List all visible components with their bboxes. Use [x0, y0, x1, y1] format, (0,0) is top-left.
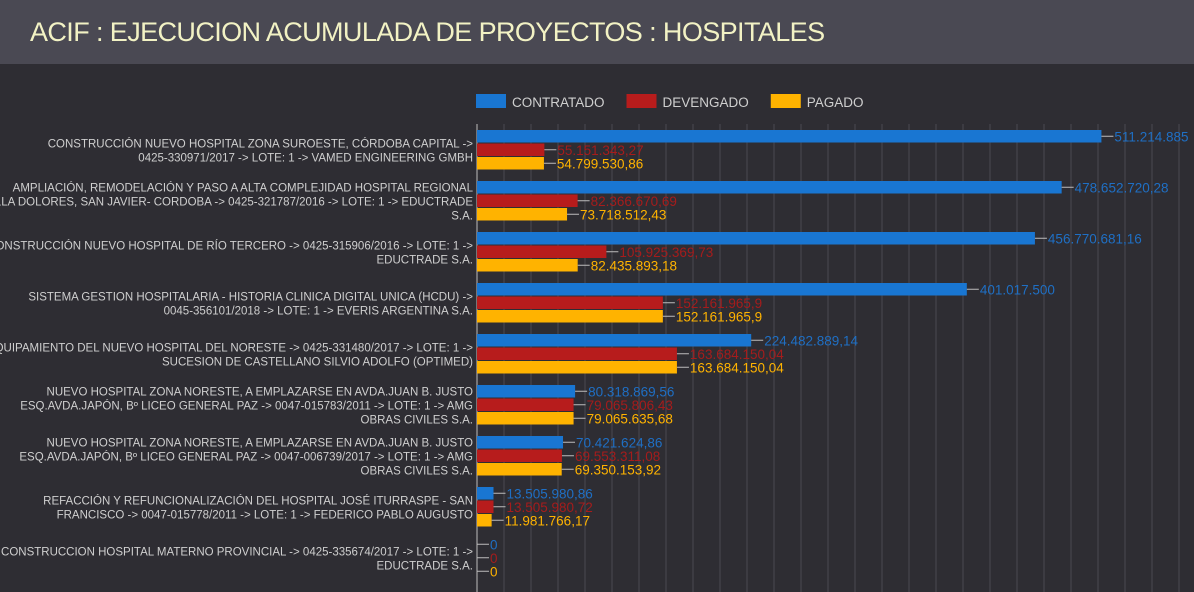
bar-pagado: [477, 208, 568, 221]
category-label: OBRAS CIVILES S.A.: [361, 414, 473, 426]
category-label: VILLA DOLORES, SAN JAVIER- CORDOBA -> 04…: [0, 196, 473, 208]
category-label: REFACCIÓN Y REFUNCIONALIZACIÓN DEL HOSPI…: [43, 494, 473, 507]
data-label: 70.421.624,86: [576, 435, 662, 450]
data-label: 80.318.869,56: [588, 384, 674, 399]
data-label: 163.684.150,04: [690, 360, 784, 375]
legend-label: DEVENGADO: [663, 95, 749, 110]
category-label: S.A.: [451, 210, 473, 222]
bar-devengado: [477, 347, 677, 360]
category-label: AMPLIACIÓN, REMODELACIÓN Y PASO A ALTA C…: [13, 181, 474, 194]
data-label: 163.684.150,04: [690, 347, 784, 362]
data-label: 82.435.893,18: [591, 258, 677, 273]
bar-chart: CONTRATADO DEVENGADO PAGADO CONSTRUCCIÓN NU…: [0, 94, 1189, 592]
category-label: EDUCTRADE S.A.: [377, 560, 474, 572]
legend-label: PAGADO: [807, 95, 864, 110]
category-label: 0425-330971/2017 -> LOTE: 1 -> VAMED ENG…: [138, 152, 473, 164]
data-label: 54.799.530,86: [557, 156, 643, 171]
category-label: OBRAS CIVILES S.A.: [361, 465, 473, 477]
bar-pagado: [477, 157, 544, 170]
category-label: EDUCTRADE S.A.: [377, 254, 474, 266]
legend-label: CONTRATADO: [512, 95, 605, 110]
data-label: 511.214.885: [1114, 129, 1188, 144]
bar-pagado: [477, 259, 578, 272]
legend-swatch: [626, 94, 657, 108]
data-label: 456.770.681,16: [1048, 231, 1142, 246]
data-label: 105.925.369,73: [619, 245, 713, 260]
bar-pagado: [477, 514, 492, 527]
bar-devengado: [477, 398, 574, 411]
data-label: 0: [490, 564, 498, 579]
category-label: FRANCISCO -> 0047-015778/2011 -> LOTE: 1…: [57, 509, 473, 521]
bar-pagado: [477, 412, 574, 425]
data-label: 55.151.343,27: [557, 143, 643, 158]
header: ACIF : EJECUCION ACUMULADA DE PROYECTOS …: [0, 0, 1194, 64]
bar-contratado: [477, 487, 494, 500]
category-label: ESQ.AVDA.JAPÓN, Bº LICEO GENERAL PAZ -> …: [20, 399, 473, 412]
category-label: CONSTRUCCION HOSPITAL MATERNO PROVINCIAL…: [1, 546, 473, 558]
category-label: 0045-356101/2018 -> LOTE: 1 -> EVERIS AR…: [164, 305, 473, 317]
legend-swatch: [770, 94, 801, 108]
bar-contratado: [477, 334, 752, 347]
legend-swatch: [476, 94, 506, 108]
bar-contratado: [477, 283, 967, 296]
data-label: 73.718.512,43: [580, 207, 666, 222]
data-label: 13.505.980,72: [506, 500, 592, 515]
bar-devengado: [477, 245, 607, 258]
data-label: 478.652.720,28: [1075, 180, 1169, 195]
category-label: SUCESION DE CASTELLANO SILVIO ADOLFO (OP…: [162, 356, 473, 368]
category-label: SISTEMA GESTION HOSPITALARIA - HISTORIA …: [28, 291, 473, 303]
bar-contratado: [477, 130, 1102, 143]
category-label: CONSTRUCCIÓN NUEVO HOSPITAL DE RÍO TERCE…: [0, 239, 473, 252]
bar-contratado: [477, 436, 564, 449]
bar-pagado: [477, 361, 677, 374]
data-label: 69.350.153,92: [575, 462, 661, 477]
data-label: 79.065.806,43: [587, 398, 673, 413]
category-label: EQUIPAMIENTO DEL NUEVO HOSPITAL DEL NORE…: [0, 342, 473, 354]
bar-devengado: [477, 449, 562, 462]
page-title: ACIF : EJECUCION ACUMULADA DE PROYECTOS …: [30, 16, 825, 47]
bar-devengado: [477, 194, 578, 207]
data-label: 224.482.889,14: [764, 333, 858, 348]
bar-devengado: [477, 296, 663, 309]
bar-devengado: [477, 143, 545, 156]
data-label: 79.065.635,68: [587, 411, 673, 426]
data-label: 13.505.980,86: [506, 486, 592, 501]
data-label: 0: [490, 551, 498, 566]
bar-contratado: [477, 232, 1035, 245]
category-label: NUEVO HOSPITAL ZONA NORESTE, A EMPLAZARS…: [47, 386, 474, 398]
bar-contratado: [477, 181, 1062, 194]
bar-pagado: [477, 463, 562, 476]
bar-pagado: [477, 310, 663, 323]
bar-devengado: [477, 500, 494, 513]
data-label: 152.161.965,9: [676, 309, 762, 324]
category-label: NUEVO HOSPITAL ZONA NORESTE, A EMPLAZARS…: [47, 437, 474, 449]
data-label: 0: [490, 537, 498, 552]
category-label: ESQ.AVDA.JAPÓN, Bº LICEO GENERAL PAZ -> …: [19, 450, 473, 463]
data-label: 82.366.670,69: [591, 194, 677, 209]
data-label: 69.553.311,08: [575, 449, 660, 464]
data-label: 401.017.500: [980, 282, 1055, 297]
bar-contratado: [477, 385, 576, 398]
data-label: 11.981.766,17: [505, 513, 590, 528]
category-label: CONSTRUCCIÓN NUEVO HOSPITAL ZONA SUROEST…: [48, 137, 474, 150]
data-label: 152.161.965,9: [676, 296, 762, 311]
